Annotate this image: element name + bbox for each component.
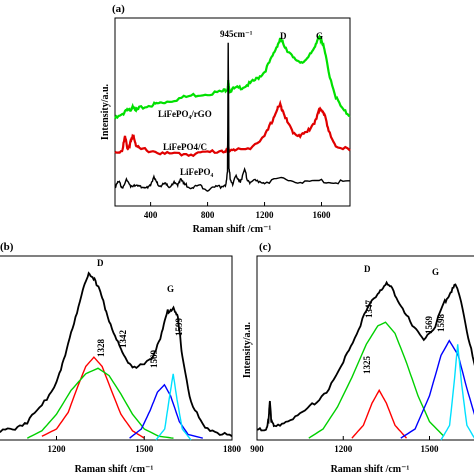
panel-b-plot <box>0 271 233 441</box>
panel-a: (a) 400 800 1200 1600 Raman shift /cm⁻¹ Int… <box>100 3 351 235</box>
panel-b-g-label: G <box>167 284 174 294</box>
panel-c-d-label: D <box>364 264 371 274</box>
panel-b-series-3-line <box>129 383 203 439</box>
panel-b-x-tick-label-0: 1200 <box>48 444 67 454</box>
panel-a-x-tick-label-3: 1600 <box>313 210 332 220</box>
panel-b-series-0-line <box>0 271 233 438</box>
panel-c-1598-label: 1598 <box>436 314 446 333</box>
panel-a-x-tick-label-1: 800 <box>201 210 215 220</box>
panel-c-label: (c) <box>259 241 272 253</box>
panel-a-945-label: 945cm⁻¹ <box>220 29 253 39</box>
panel-b-1599-label: 1599 <box>174 318 184 337</box>
panel-a-x-tick-label-0: 400 <box>144 210 158 220</box>
panel-b-1328-label: 1328 <box>96 339 106 358</box>
panel-a-frame <box>114 17 351 207</box>
panel-c-g-label: G <box>432 267 439 277</box>
panel-a-y-axis-title: Intensity/a.u. <box>100 83 111 140</box>
panel-c-series-3-line <box>400 339 474 439</box>
panel-b-frame <box>0 255 233 441</box>
panel-c-series-1-line <box>351 388 408 439</box>
panel-c-x-ticks: 900 1200 1500 <box>250 436 439 454</box>
panel-c: (c) 900 1200 1500 Raman shift /cm⁻¹ Intens… <box>242 241 474 474</box>
panel-b-x-ticks: 1200 1500 1800 <box>48 436 242 454</box>
panel-a-series-c-label: LiFePO4/C <box>163 142 207 152</box>
panel-c-frame <box>256 255 474 441</box>
panel-b-x-axis-title: Raman shift /cm⁻¹ <box>75 464 154 474</box>
panel-a-plot <box>114 34 351 192</box>
panel-b-label: (b) <box>0 241 14 253</box>
panel-b: (b) 1200 1500 1800 Raman shift /cm⁻¹ D G 1… <box>0 241 242 474</box>
panel-c-series-4-line <box>440 344 474 441</box>
panel-a-x-ticks: 400 800 1200 1600 <box>144 202 331 220</box>
panel-a-x-axis-title: Raman shift /cm⁻¹ <box>193 224 272 235</box>
panel-c-plot <box>256 280 474 441</box>
panel-a-series-1-line <box>114 99 351 158</box>
panel-c-1325-label: 1325 <box>362 356 372 375</box>
panel-b-1342-label: 1342 <box>118 330 128 349</box>
panel-c-series-0-line <box>256 280 474 432</box>
panel-c-x-axis-title: Raman shift /cm⁻¹ <box>331 464 410 474</box>
panel-a-g-label: G <box>316 31 323 41</box>
panel-b-series-2-line <box>26 367 174 439</box>
panel-b-x-tick-label-1: 1500 <box>135 444 154 454</box>
panel-b-d-label: D <box>97 258 104 268</box>
panel-c-x-tick-label-1: 1200 <box>334 444 353 454</box>
panel-c-x-tick-label-2: 1500 <box>421 444 440 454</box>
panel-a-d-label: D <box>280 31 287 41</box>
panel-a-series-rgo-label: LiFePO₄/rGO <box>158 109 212 119</box>
panel-b-series-4-line <box>155 373 192 441</box>
panel-c-y-axis-title: Intensity/a.u. <box>242 321 253 378</box>
panel-a-series-lfp-label: LiFePO₄ <box>180 167 213 177</box>
panel-a-label: (a) <box>112 3 125 15</box>
panel-c-x-tick-label-0: 900 <box>250 444 264 454</box>
panel-a-series-2-line <box>114 42 350 192</box>
panel-c-1569-label: 1569 <box>424 316 434 335</box>
panel-a-x-tick-label-2: 1200 <box>256 210 275 220</box>
panel-c-1347-label: 1347 <box>364 300 374 319</box>
panel-b-series-1-line <box>41 356 145 439</box>
panel-c-series-2-line <box>308 321 445 439</box>
panel-b-x-tick-label-2: 1800 <box>223 444 242 454</box>
panel-b-1569-label: 1569 <box>149 350 159 369</box>
panel-a-series-0-line <box>114 34 351 120</box>
